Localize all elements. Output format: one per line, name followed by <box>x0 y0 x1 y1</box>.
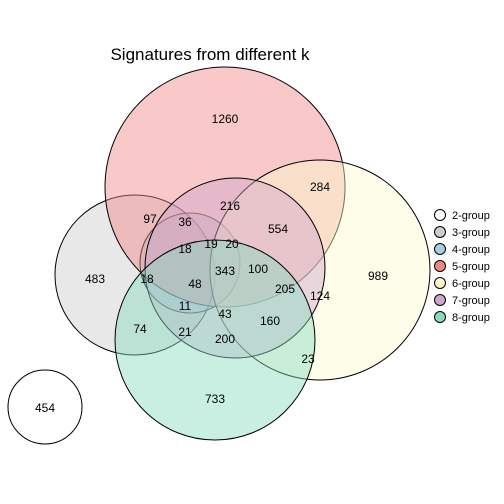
region-value: 20 <box>225 237 239 251</box>
region-value: 74 <box>133 322 147 336</box>
legend-label: 6-group <box>452 278 490 290</box>
chart-title: Signatures from different k <box>110 45 310 64</box>
legend-label: 2-group <box>452 210 490 222</box>
legend-label: 8-group <box>452 312 490 324</box>
region-value: 19 <box>204 237 218 251</box>
legend: 2-group 3-group 4-group 5-group 6-group 7-gro… <box>435 210 490 324</box>
region-value: 216 <box>220 199 240 213</box>
region-value: 989 <box>368 269 388 283</box>
region-value: 733 <box>205 392 225 406</box>
legend-swatch <box>435 261 446 272</box>
region-value: 483 <box>85 272 105 286</box>
region-value: 100 <box>248 262 268 276</box>
legend-label: 3-group <box>452 227 490 239</box>
legend-label: 4-group <box>452 244 490 256</box>
legend-swatch <box>435 210 446 221</box>
region-value: 23 <box>301 352 315 366</box>
region-value: 554 <box>268 222 288 236</box>
region-value: 124 <box>310 289 330 303</box>
region-value: 48 <box>188 277 202 291</box>
legend-swatch <box>435 312 446 323</box>
region-value: 11 <box>179 299 192 313</box>
legend-swatch <box>435 295 446 306</box>
region-value: 97 <box>143 212 157 226</box>
region-value: 160 <box>260 314 280 328</box>
region-value: 205 <box>275 282 295 296</box>
region-value: 284 <box>310 180 330 194</box>
region-value: 43 <box>218 307 232 321</box>
legend-swatch <box>435 278 446 289</box>
legend-swatch <box>435 227 446 238</box>
venn-diagram: Signatures from different k 454 1260 989 733… <box>0 0 504 504</box>
legend-label: 5-group <box>452 261 490 273</box>
region-value: 18 <box>140 272 154 286</box>
legend-swatch <box>435 244 446 255</box>
region-value: 18 <box>178 242 192 256</box>
region-value: 36 <box>178 215 192 229</box>
region-value: 343 <box>215 264 235 278</box>
region-value: 21 <box>178 325 192 339</box>
legend-label: 7-group <box>452 295 490 307</box>
region-value: 200 <box>215 332 235 346</box>
region-value: 454 <box>35 401 55 415</box>
region-value: 1260 <box>212 112 239 126</box>
